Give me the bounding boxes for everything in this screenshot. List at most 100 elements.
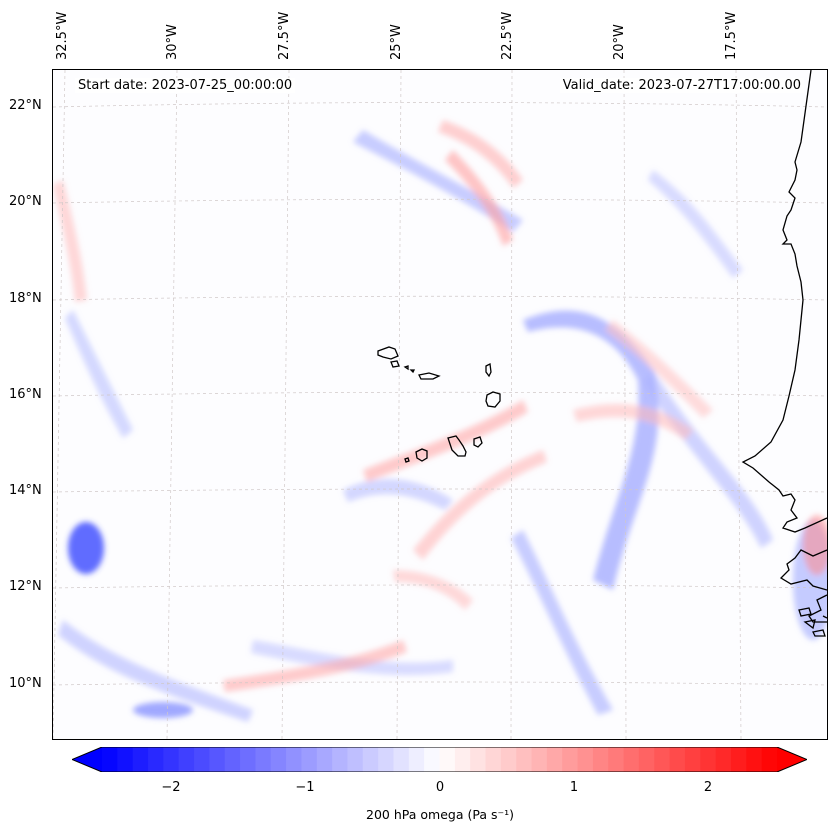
colorbar-cell: [209, 747, 226, 772]
colorbar-cell: [240, 747, 257, 772]
colorbar-cell: [592, 747, 609, 772]
lon-tick-label: 25°W: [389, 24, 404, 60]
africa-coastline: [779, 549, 827, 591]
lon-tick-label: 22.5°W: [500, 11, 515, 60]
colorbar-cell: [224, 747, 241, 772]
colorbar-cell: [546, 747, 563, 772]
colorbar-cell: [623, 747, 640, 772]
negative-omega-band: [343, 479, 453, 510]
cape-verde-sao-nicolau: [418, 372, 441, 380]
negative-omega-band: [643, 370, 773, 548]
lat-tick-label: 20°N: [9, 194, 42, 209]
lat-tick-label: 22°N: [9, 98, 42, 113]
colorbar-cell: [577, 747, 594, 772]
colorbar-cell: [362, 747, 379, 772]
positive-omega-patch: [803, 515, 827, 575]
negative-omega-band: [65, 310, 133, 438]
lon-tick-label: 27.5°W: [277, 11, 292, 60]
cape-verde-santiago: [447, 435, 467, 457]
cape-verde-fogo: [415, 448, 428, 462]
cape-verde-sal: [485, 363, 492, 378]
colorbar-tick-label: 2: [703, 780, 713, 795]
africa-coastline: [741, 70, 827, 533]
lat-tick-label: 12°N: [9, 579, 42, 594]
omega-contour-field: [53, 120, 827, 722]
colorbar: [72, 747, 807, 772]
lon-tick-label: 20°W: [612, 24, 627, 60]
negative-omega-core: [68, 522, 104, 574]
cape-verde-maio: [473, 436, 483, 448]
bijagos-island: [812, 629, 826, 637]
colorbar-cell: [654, 747, 671, 772]
colorbar-cell: [684, 747, 701, 772]
omega-field-map: [53, 70, 827, 739]
colorbar-cell: [148, 747, 164, 772]
colorbar-cell: [500, 747, 517, 772]
lat-tick-label: 10°N: [9, 676, 42, 691]
negative-omega-band: [523, 310, 659, 590]
map-panel: [52, 69, 828, 740]
colorbar-cells: [72, 747, 807, 772]
valid-date-label: Valid_date: 2023-07-27T17:00:00.00: [559, 78, 804, 93]
colorbar-cell: [178, 747, 195, 772]
colorbar-cell: [408, 747, 425, 772]
lon-tick-label: 17.5°W: [724, 11, 739, 60]
africa-coastline: [808, 594, 827, 623]
colorbar-cell: [608, 747, 625, 772]
lat-tick-label: 16°N: [9, 387, 42, 402]
colorbar-cell: [132, 747, 149, 772]
positive-omega-band: [573, 404, 693, 440]
bissagos-islands: [798, 607, 827, 630]
colorbar-cell: [378, 747, 395, 772]
colorbar-cell: [638, 747, 655, 772]
colorbar-cell: [332, 747, 349, 772]
negative-omega-core: [133, 702, 193, 718]
graticule: [53, 70, 827, 739]
colorbar-cell: [761, 747, 778, 772]
start-date-label: Start date: 2023-07-25_00:00:00: [75, 78, 296, 93]
positive-omega-band: [363, 400, 528, 482]
colorbar-cell: [255, 747, 272, 772]
positive-omega-band: [445, 150, 513, 246]
negative-omega-band: [251, 640, 453, 676]
colorbar-tick-label: 0: [435, 780, 445, 795]
colorbar-tick-label: −1: [295, 780, 315, 795]
colorbar-cell: [163, 747, 180, 772]
colorbar-cell: [424, 747, 441, 772]
colorbar-cell: [347, 747, 364, 772]
coastline: [377, 70, 827, 637]
colorbar-cell: [485, 747, 502, 772]
colorbar-cell: [746, 747, 763, 772]
colorbar-cell: [316, 747, 333, 772]
colorbar-cell: [194, 747, 210, 772]
colorbar-cell: [301, 747, 318, 772]
lon-tick-label: 32.5°W: [55, 11, 70, 60]
colorbar-cell: [286, 747, 303, 772]
lon-tick-label: 30°W: [165, 24, 180, 60]
colorbar-cell: [562, 747, 579, 772]
colorbar-extend-min: [72, 747, 102, 772]
positive-omega-band: [438, 120, 523, 188]
colorbar-cell: [393, 747, 410, 772]
lat-tick-label: 18°N: [9, 291, 42, 306]
colorbar-cell: [439, 747, 456, 772]
colorbar-cell: [669, 747, 686, 772]
colorbar-cell: [715, 747, 732, 772]
positive-omega-band: [393, 570, 473, 610]
positive-omega-band: [413, 450, 547, 560]
cape-verde-sao-vicente: [390, 360, 400, 368]
negative-omega-band: [648, 170, 743, 278]
positive-omega-band: [605, 320, 713, 418]
colorbar-cell: [700, 747, 717, 772]
colorbar-cell: [454, 747, 471, 772]
cape-verde-brava: [404, 457, 410, 463]
colorbar-tick-label: 1: [569, 780, 579, 795]
cape-verde-santa-luzia: [403, 365, 416, 374]
negative-omega-band: [353, 130, 523, 232]
lat-tick-label: 14°N: [9, 483, 42, 498]
colorbar-tick-label: −2: [161, 780, 181, 795]
colorbar-extend-max: [777, 747, 807, 772]
cape-verde-boa-vista: [485, 391, 501, 408]
colorbar-cell: [117, 747, 134, 772]
colorbar-cell: [730, 747, 747, 772]
